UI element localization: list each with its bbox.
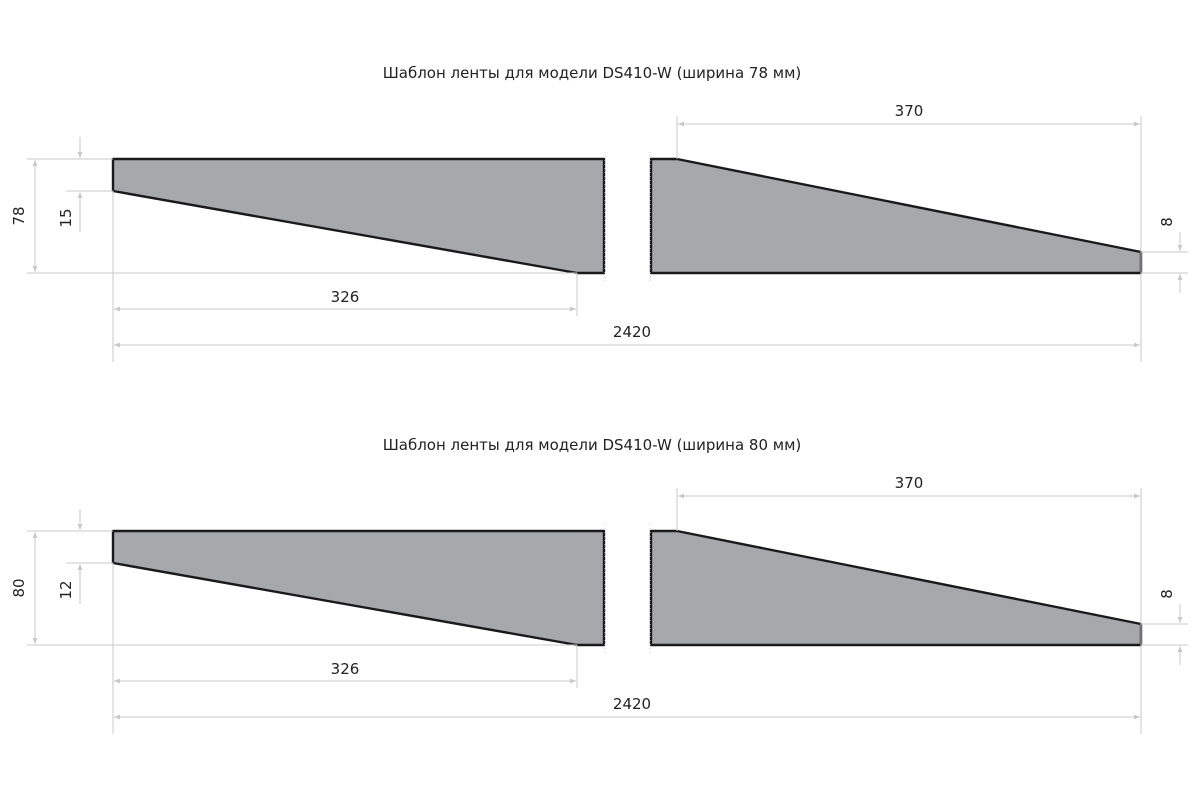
width-dimension: 78 (10, 158, 577, 274)
panel-78mm: Шаблон ленты для модели DS410-W (ширина … (10, 64, 1188, 362)
band-right-section (649, 529, 1143, 647)
left-taper-label: 326 (331, 288, 360, 306)
band-left-section (111, 529, 606, 647)
left-cut-dimension: 15 (57, 137, 113, 232)
total-length-dimension: 2420 (114, 488, 1142, 734)
left-cut-label: 15 (57, 208, 75, 227)
right-end-dimension: 8 (1141, 217, 1188, 293)
band-right-section (649, 157, 1143, 275)
left-taper-dimension: 326 (112, 191, 578, 362)
right-end-label: 8 (1158, 217, 1176, 227)
width-label: 80 (10, 578, 28, 597)
right-end-label: 8 (1158, 589, 1176, 599)
panel-title: Шаблон ленты для модели DS410-W (ширина … (383, 64, 802, 82)
total-length-label: 2420 (613, 695, 651, 713)
panel-title: Шаблон ленты для модели DS410-W (ширина … (383, 436, 802, 454)
total-length-label: 2420 (613, 323, 651, 341)
right-end-dimension: 8 (1141, 589, 1188, 665)
right-taper-label: 370 (895, 474, 924, 492)
right-taper-dimension: 370 (676, 474, 1140, 531)
right-taper-label: 370 (895, 102, 924, 120)
left-cut-dimension: 12 (57, 509, 113, 604)
width-dimension: 80 (10, 530, 577, 646)
width-label: 78 (10, 206, 28, 225)
panel-80mm: Шаблон ленты для модели DS410-W (ширина … (10, 436, 1188, 734)
left-taper-label: 326 (331, 660, 360, 678)
total-length-dimension: 2420 (114, 116, 1142, 362)
left-cut-label: 12 (57, 580, 75, 599)
band-left-section (111, 157, 606, 275)
left-taper-dimension: 326 (112, 563, 578, 734)
right-taper-dimension: 370 (676, 102, 1140, 159)
